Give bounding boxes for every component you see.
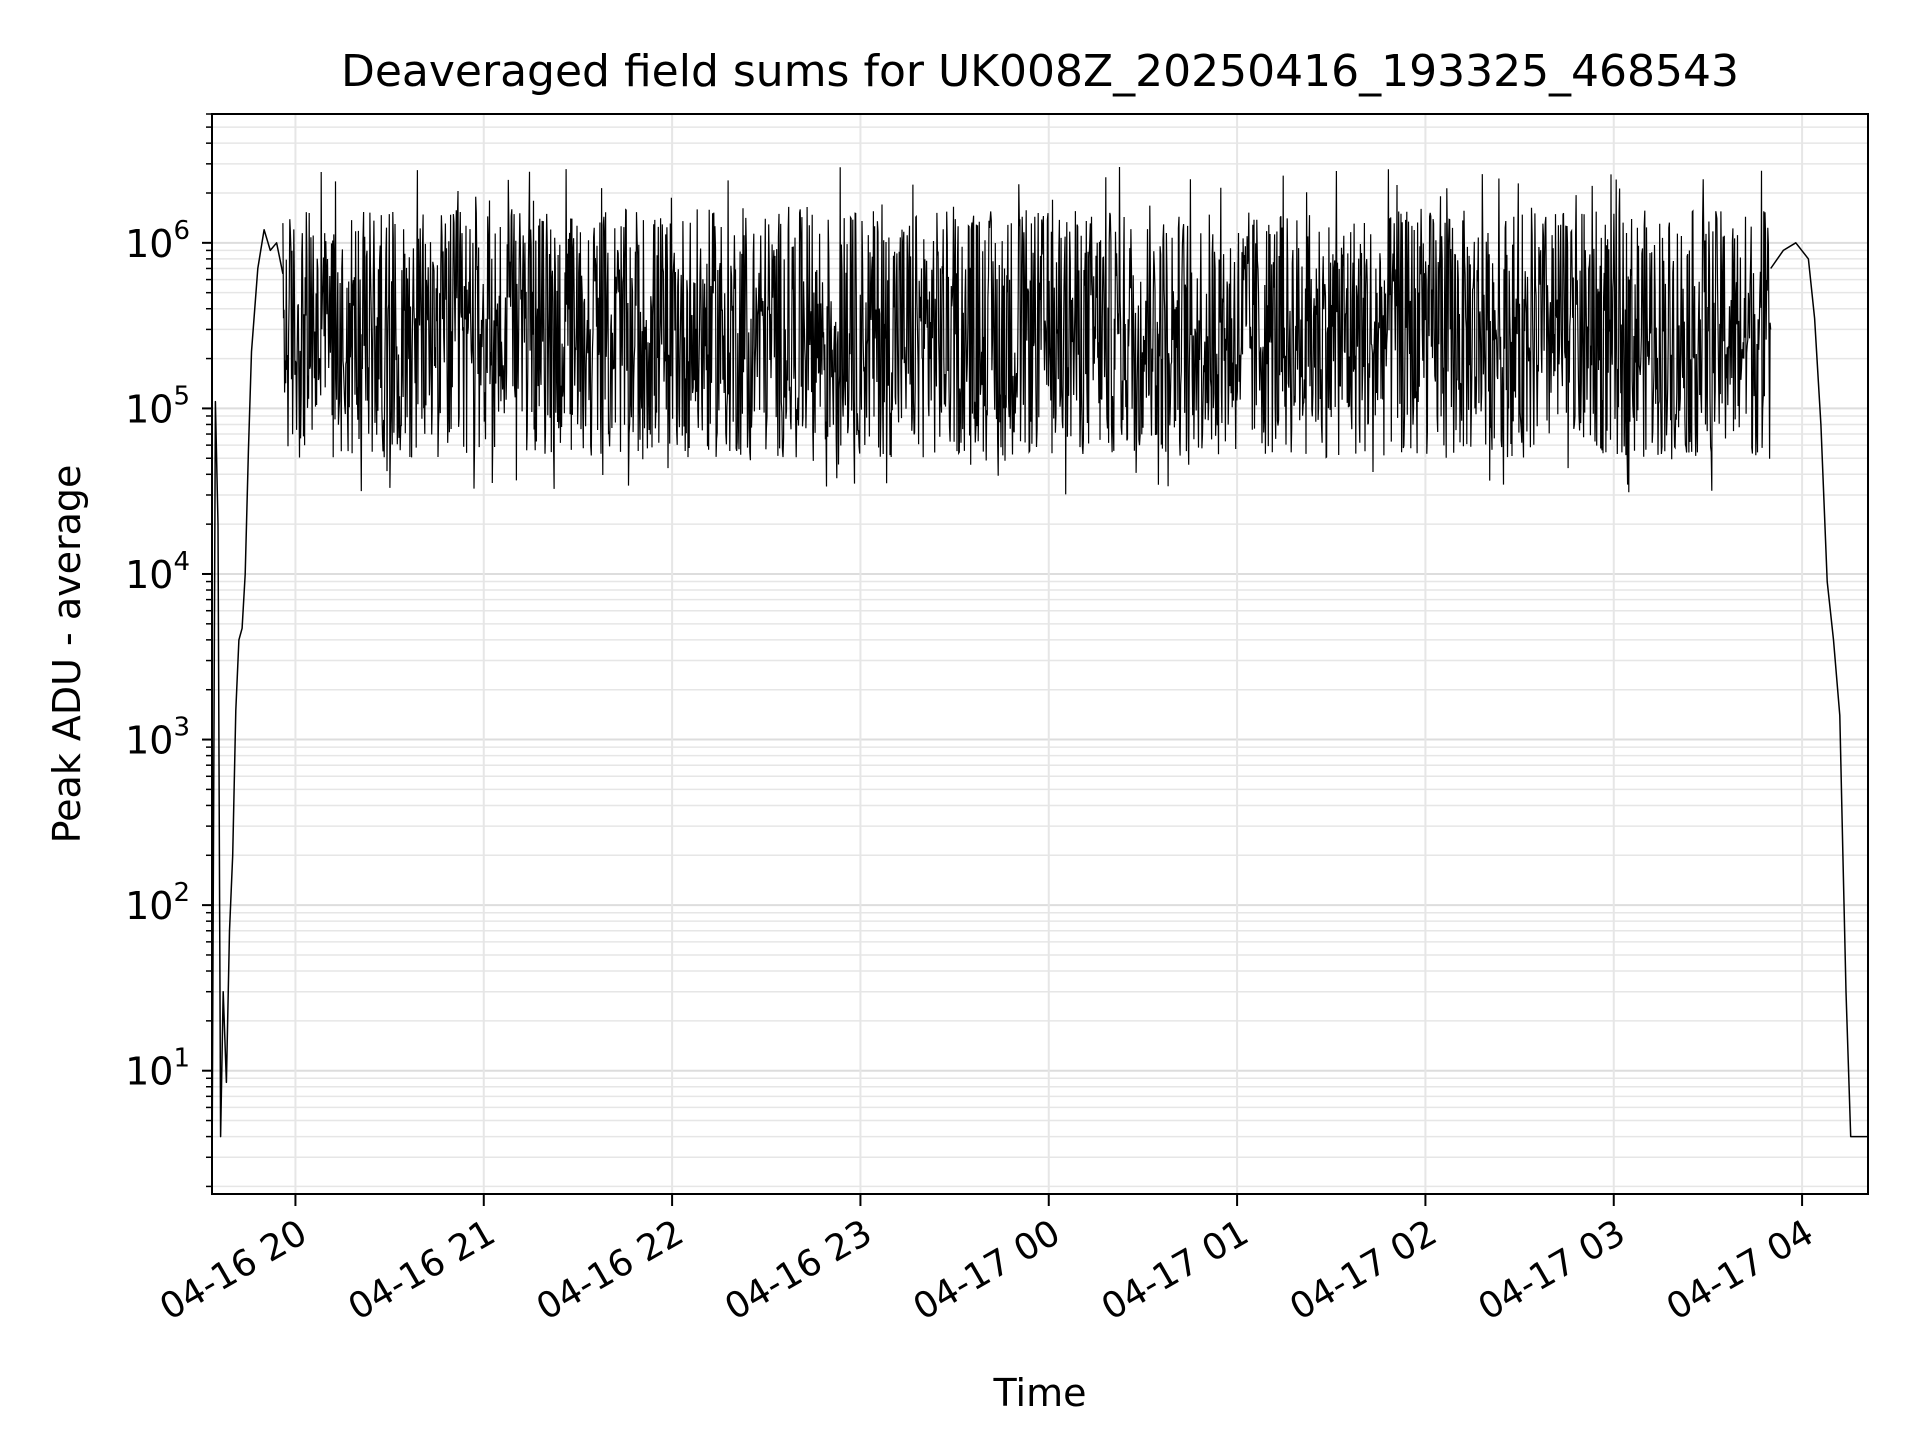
y-tick-label: 104 xyxy=(125,547,190,597)
series-lines xyxy=(211,166,1868,1187)
series-line-2 xyxy=(1770,242,1868,1138)
y-axis-label: Peak ADU - average xyxy=(45,465,89,844)
plot-frame xyxy=(211,113,1869,1195)
chart-title: Deaveraged field sums for UK008Z_2025041… xyxy=(341,46,1739,97)
x-tick-label: 04-17 00 xyxy=(907,1212,1068,1328)
x-tick-labels: 04-16 20 04-16 21 04-16 22 04-16 23 04-17 00… xyxy=(153,1212,1820,1328)
x-tick-label: 04-17 02 xyxy=(1283,1212,1444,1328)
series-line-1 xyxy=(211,228,284,1187)
axis-ticks xyxy=(202,113,1804,1206)
x-tick-label: 04-16 23 xyxy=(718,1212,879,1328)
y-tick-label: 105 xyxy=(125,381,190,431)
series-line-noise xyxy=(282,166,1772,495)
y-tick-label: 101 xyxy=(125,1044,190,1094)
x-tick-label: 04-16 21 xyxy=(342,1212,503,1328)
x-tick-label: 04-17 01 xyxy=(1095,1212,1256,1328)
x-tick-label: 04-16 22 xyxy=(530,1212,691,1328)
y-tick-labels: 101 102 103 104 105 106 xyxy=(125,216,190,1094)
x-tick-label: 04-17 04 xyxy=(1660,1212,1821,1328)
x-tick-label: 04-17 03 xyxy=(1472,1212,1633,1328)
y-tick-label: 102 xyxy=(125,878,190,928)
y-tick-label: 106 xyxy=(125,216,190,266)
x-axis-label: Time xyxy=(993,1371,1087,1415)
y-tick-label: 103 xyxy=(125,713,190,763)
x-tick-label: 04-16 20 xyxy=(153,1212,314,1328)
